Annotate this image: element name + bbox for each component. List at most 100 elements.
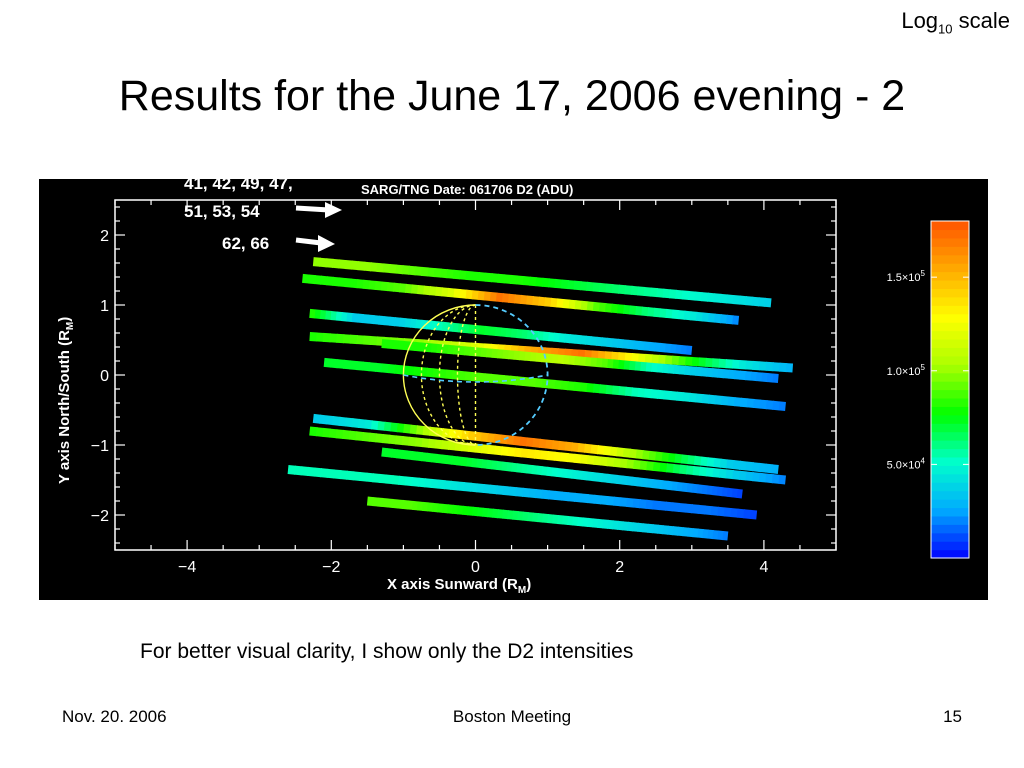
stripe-segment <box>376 497 384 508</box>
colorbar-frame <box>930 220 970 559</box>
stripe-segment <box>473 324 481 335</box>
stripe-segment <box>513 435 522 446</box>
stripe-segment <box>396 499 404 509</box>
stripe-segment <box>569 334 577 344</box>
stripe-segment <box>443 480 453 490</box>
colorbar-cell <box>931 313 969 323</box>
stripe-segment <box>363 261 372 272</box>
stripe-segment <box>390 422 399 433</box>
stripe-segment <box>693 455 703 466</box>
stripe-segment <box>362 361 371 372</box>
stripe-segment <box>691 483 699 494</box>
stripe-segment <box>706 457 716 467</box>
stripe-segment <box>466 457 474 468</box>
stripe-segment <box>451 455 459 466</box>
stripe-segment <box>496 460 504 471</box>
stripe-segment <box>759 399 768 410</box>
stripe-segment <box>696 484 704 494</box>
stripe-segment <box>662 525 669 535</box>
arrow-label-2: 51, 53, 54 <box>184 202 260 221</box>
stripe-segment <box>772 400 781 411</box>
colorbar <box>930 220 970 559</box>
colorbar-cell <box>931 279 969 289</box>
stripe-segment <box>586 455 596 465</box>
stripe-segment <box>629 448 638 459</box>
stripe-segment <box>538 296 547 307</box>
stripe-segment <box>635 449 645 460</box>
y-tick-label: 0 <box>100 368 109 385</box>
arrow-icon <box>295 202 342 218</box>
stripe-segment <box>378 473 388 484</box>
stripe-segment <box>609 446 619 457</box>
stripe-segment <box>519 351 527 361</box>
stripe-segment <box>638 353 647 363</box>
stripe-segment <box>458 370 467 381</box>
stripe-segment <box>624 352 634 363</box>
stripe-segment <box>739 460 748 471</box>
stripe-segment <box>687 455 696 465</box>
stripe-segment <box>749 509 758 520</box>
stripe-segment <box>618 284 627 295</box>
stripe-segment <box>491 460 499 470</box>
stripe-segment <box>447 344 455 355</box>
stripe-segment <box>355 360 364 371</box>
stripe-segment <box>508 350 516 360</box>
stripe-segment <box>567 280 576 290</box>
stripe-segment <box>686 483 694 493</box>
stripe-segment <box>487 508 494 518</box>
stripe-segment <box>671 355 680 366</box>
stripe-segment <box>408 436 417 447</box>
stripe-segment <box>481 459 489 469</box>
stripe-segment <box>426 452 434 463</box>
stripe-segment <box>547 379 557 390</box>
stripe-segment <box>652 461 662 472</box>
stripe-segment <box>411 451 419 461</box>
stripe-segment <box>714 313 722 324</box>
stripe-segment <box>411 477 420 487</box>
stripe-segment <box>469 482 479 493</box>
stripe-segment <box>631 387 640 397</box>
stripe-segment <box>307 466 316 477</box>
stripe-segment <box>415 319 423 329</box>
stripe-segment <box>430 343 439 353</box>
stripe-segment <box>718 468 728 479</box>
stripe-segment <box>514 447 523 458</box>
stripe-segment <box>368 280 377 290</box>
colorbar-cell <box>931 330 969 340</box>
colorbar-cell <box>931 515 969 525</box>
stripe-segment <box>386 339 395 350</box>
stripe-segment <box>692 528 699 538</box>
stripe-segment <box>726 294 735 305</box>
stripe-segment <box>654 342 662 352</box>
stripe-segment <box>329 428 338 439</box>
stripe-segment <box>646 461 655 471</box>
stripe-segment <box>750 371 758 382</box>
stripe-segment <box>675 344 683 355</box>
stripe-segment <box>463 323 471 334</box>
stripe-segment <box>372 473 381 483</box>
stripe-segment <box>497 273 506 284</box>
stripe-segment <box>440 268 449 279</box>
stripe-segment <box>616 474 624 485</box>
stripe-segment <box>621 475 629 486</box>
stripe-segment <box>694 291 703 302</box>
stripe-segment <box>433 268 442 278</box>
stripe-segment <box>414 341 422 352</box>
stripe-segment <box>352 471 362 482</box>
stripe-segment <box>664 355 674 365</box>
mercury-sodium-map-figure: SARG/TNG Date: 061706 D2 (ADU) −4 −2 0 2 4 2 1… <box>39 179 988 600</box>
stripe-segment <box>322 332 332 343</box>
stripe-segment <box>639 499 648 509</box>
stripe-segment <box>587 517 594 528</box>
colorbar-tick-label: 5.0×104 <box>887 456 926 471</box>
stripe-segment <box>416 425 425 436</box>
stripe-segment <box>401 436 411 446</box>
stripe-segment <box>314 275 322 285</box>
stripe-segment <box>447 504 454 514</box>
stripe-segment <box>656 288 665 298</box>
stripe-segment <box>612 359 620 369</box>
stripe-segment <box>502 349 510 360</box>
stripe-segment <box>478 272 487 282</box>
stripe-segment <box>596 357 604 368</box>
stripe-segment <box>309 426 318 437</box>
